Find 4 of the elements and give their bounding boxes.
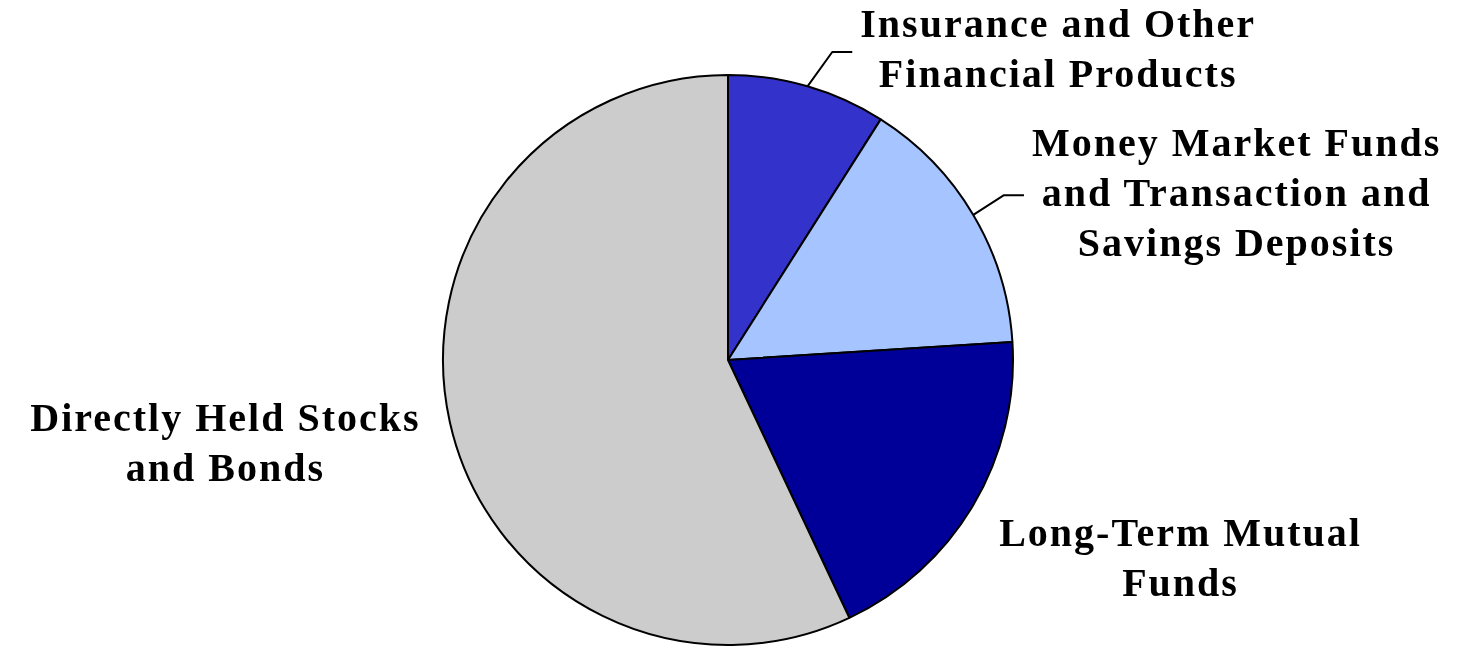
slice-label: Long-Term Mutual Funds <box>999 510 1362 606</box>
slice-label: Money Market Funds and Transaction and Savings Deposits <box>1031 119 1442 265</box>
slice-label: Directly Held Stocks and Bonds <box>30 395 421 491</box>
slice-label: Insurance and Other Financial Products <box>860 1 1257 97</box>
